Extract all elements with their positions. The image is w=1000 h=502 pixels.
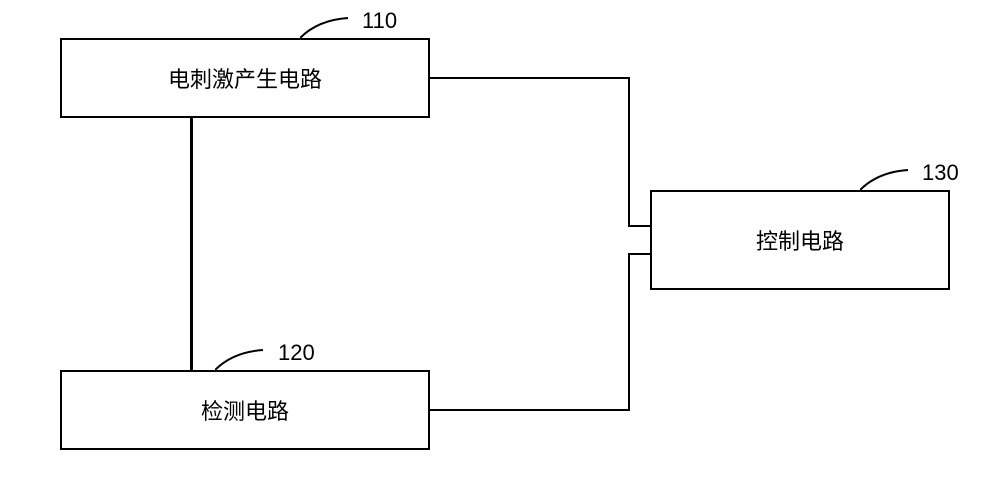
- ref-120: 120: [278, 340, 315, 366]
- block-control-label: 控制电路: [756, 224, 844, 256]
- block-control-circuit: 控制电路: [650, 190, 950, 290]
- block-stimulus-label: 电刺激产生电路: [168, 62, 322, 94]
- connector-bottom-vertical: [628, 253, 630, 411]
- leader-120: [215, 348, 275, 372]
- connector-top-vertical: [628, 77, 630, 227]
- ref-130: 130: [922, 160, 959, 186]
- block-detection-label: 检测电路: [201, 394, 289, 426]
- connector-top-horizontal-2: [628, 225, 652, 227]
- leader-110: [300, 16, 360, 40]
- block-detection-circuit: 检测电路: [60, 370, 430, 450]
- connector-vertical-left: [190, 118, 193, 370]
- connector-top-horizontal-1: [430, 77, 630, 79]
- block-diagram: 电刺激产生电路 110 检测电路 120 控制电路 130: [0, 0, 1000, 502]
- ref-110: 110: [362, 8, 397, 34]
- connector-bottom-horizontal-1: [430, 409, 630, 411]
- leader-130: [860, 168, 920, 192]
- block-stimulus-circuit: 电刺激产生电路: [60, 38, 430, 118]
- connector-bottom-horizontal-2: [628, 253, 652, 255]
